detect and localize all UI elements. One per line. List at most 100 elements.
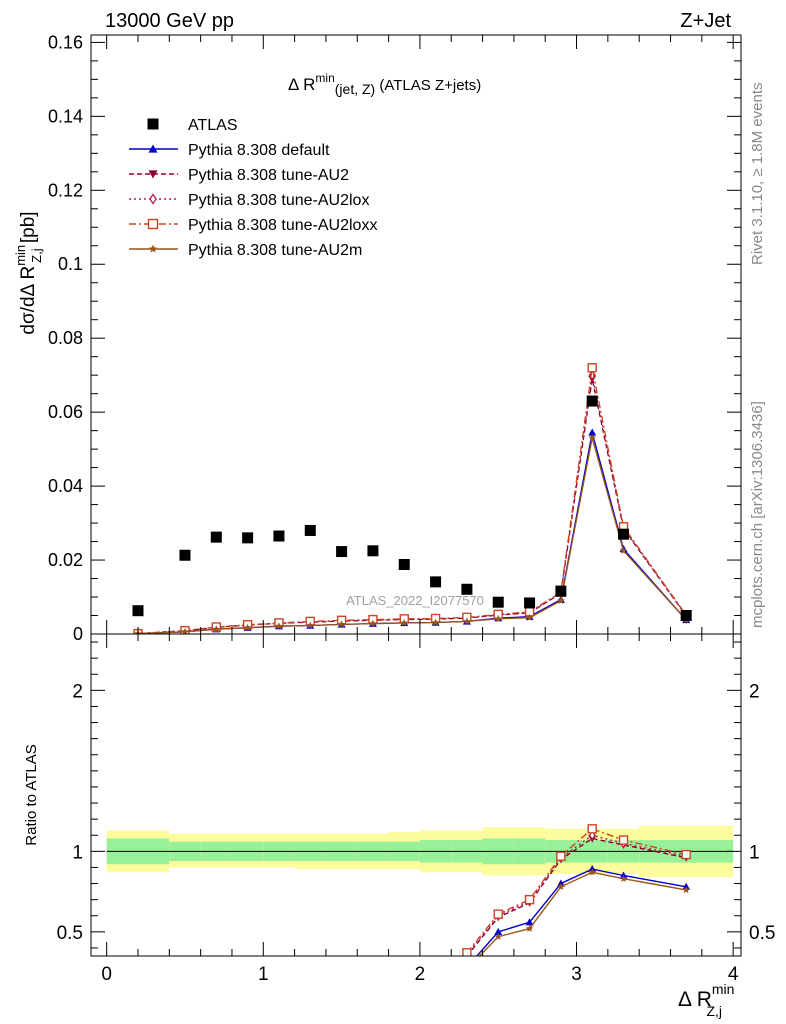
ratio-point-0 — [525, 918, 534, 926]
data-point — [492, 596, 504, 608]
legend-marker-5 — [148, 244, 158, 253]
x-label-sub: Z,j — [706, 1003, 722, 1019]
legend-marker-3 — [149, 193, 157, 205]
series-5-point — [557, 596, 565, 604]
main-y-tick-label: 0.08 — [48, 328, 83, 348]
legend-marker-0 — [147, 118, 159, 130]
data-point — [586, 395, 598, 407]
legend-label-4: Pythia 8.308 tune-AU2loxx — [188, 217, 377, 234]
data-point — [132, 605, 144, 617]
main-y-tick-label: 0.16 — [48, 32, 83, 52]
data-point — [555, 585, 567, 597]
data-point — [398, 558, 410, 570]
ratio-series-3 — [462, 824, 691, 956]
x-tick-label: 1 — [258, 964, 269, 985]
series-5-point — [243, 623, 252, 631]
x-label-main: Δ R — [678, 988, 712, 1011]
data-point — [210, 531, 222, 543]
y-label-unit: [pb] — [18, 211, 39, 248]
legend-label-5: Pythia 8.308 tune-AU2m — [188, 242, 362, 259]
x-tick-label: 3 — [571, 964, 582, 985]
series-5-point — [463, 617, 471, 625]
rivet-version-label: Rivet 3.1.10, ≥ 1.8M events — [749, 83, 766, 266]
ratio-point-2 — [588, 830, 596, 841]
ratio-point-0 — [463, 963, 471, 970]
ratio-point-4 — [557, 882, 565, 890]
ratio-y-tick-label: 1 — [72, 842, 83, 863]
header-right: Z+Jet — [680, 10, 731, 32]
ratio-point-3 — [462, 948, 472, 956]
x-tick-label: 2 — [415, 964, 426, 985]
data-point — [680, 610, 692, 622]
main-y-tick-label: 0.06 — [48, 402, 83, 422]
legend-label-0: ATLAS — [188, 117, 238, 134]
ratio-plot-layer: 0.5 0.5 1 1 2 2 0 1 2 3 4 — [57, 633, 775, 985]
series-4-point — [587, 363, 597, 373]
series-5-point — [275, 622, 283, 630]
data-point — [336, 546, 348, 558]
ratio-y-tick-label: 2 — [72, 681, 83, 702]
main-y-tick-label: 0 — [73, 624, 83, 644]
main-plot-layer: 0 0.02 0.04 0.06 0.08 0.1 0.12 0.14 0.16 — [48, 32, 742, 644]
mcplots-label: mcplots.cern.ch [arXiv:1306.3436] — [749, 401, 766, 628]
main-y-axis-label: dσ/dΔ RminZ,j [pb] — [13, 211, 44, 334]
data-point — [242, 532, 254, 544]
main-y-tick-label: 0.14 — [48, 106, 83, 126]
main-panel: 0 0.02 0.04 0.06 0.08 0.1 0.12 0.14 0.16 ATLAS_2… — [13, 32, 742, 644]
ratio-frame — [90, 633, 742, 957]
header-left: 13000 GeV pp — [105, 10, 234, 32]
data-point — [367, 545, 379, 557]
series-5 — [134, 434, 690, 634]
x-label-sup: min — [712, 981, 735, 997]
main-title-sub: (jet, Z) — [335, 81, 375, 97]
main-y-tick-label: 0.04 — [48, 476, 83, 496]
data-point — [524, 597, 536, 609]
series-5-point — [212, 625, 221, 633]
series-5-point — [400, 618, 409, 627]
series-5-point — [525, 613, 534, 621]
series-5-point — [619, 546, 628, 554]
ratio-y-tick-label: 0.5 — [57, 923, 83, 944]
y-label-sub: Z,j — [29, 248, 44, 263]
data-series — [132, 395, 692, 622]
ratio-point-3 — [556, 851, 566, 861]
main-title-suffix: (ATLAS Z+jets) — [375, 77, 481, 94]
main-y-tick-label: 0.02 — [48, 550, 83, 570]
ratio-point-4 — [682, 886, 690, 894]
legend-marker-1 — [148, 144, 158, 153]
data-point — [304, 524, 316, 536]
series-3-point — [588, 370, 596, 381]
main-title-sup: min — [315, 71, 334, 85]
main-y-tick-label: 0.1 — [58, 254, 83, 274]
series-1-point — [588, 428, 597, 436]
main-title: Δ Rmin(jet, Z) (ATLAS Z+jets) — [288, 71, 481, 97]
data-point — [461, 583, 473, 595]
ratio-y-tick-label-right: 2 — [749, 681, 760, 702]
watermark: ATLAS_2022_I2077570 — [346, 593, 484, 608]
series-5-point — [337, 620, 346, 628]
legend: ATLAS Pythia 8.308 default Pythia 8.308 tu… — [129, 117, 377, 259]
data-point — [179, 549, 191, 561]
ratio-point-3 — [587, 824, 597, 834]
series-5-point — [494, 614, 502, 623]
x-tick-label: 4 — [728, 964, 739, 985]
ratio-panel: 0.5 0.5 1 1 2 2 0 1 2 3 4 Ratio to ATLAS — [23, 633, 775, 985]
series-5-point — [588, 434, 596, 442]
series-5-point — [181, 627, 189, 634]
ratio-point-3 — [493, 909, 503, 919]
ratio-point-3 — [524, 894, 535, 905]
ratio-point-4 — [494, 932, 502, 940]
ratio-point-4 — [619, 874, 628, 882]
ratio-point-3 — [618, 835, 629, 845]
data-point — [273, 530, 285, 542]
series-5-point — [369, 619, 377, 627]
data-point — [430, 576, 442, 588]
y-label-main: dσ/dΔ R — [18, 266, 39, 335]
main-y-tick-label: 0.12 — [48, 180, 83, 200]
ratio-point-3 — [681, 849, 691, 860]
series-5-point — [306, 621, 315, 629]
data-point — [618, 528, 630, 540]
ratio-point-0 — [494, 927, 503, 936]
ratio-y-axis-label: Ratio to ATLAS — [23, 744, 40, 845]
